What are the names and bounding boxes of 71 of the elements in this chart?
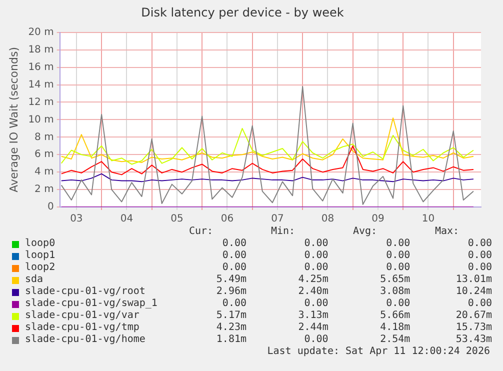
text: Cur:	[188, 226, 214, 238]
text: 5.66m	[379, 310, 410, 322]
legend-label: loop0	[24, 238, 56, 250]
text: 0.00	[303, 298, 328, 310]
text: 4.25m	[297, 274, 328, 286]
text: 15.73m	[454, 322, 492, 334]
legend-label: slade-cpu-01-vg/tmp	[24, 322, 140, 334]
y-tick-label: 6 m	[34, 149, 54, 160]
y-tick-label: 0	[47, 202, 54, 213]
text: 0.00	[221, 262, 247, 274]
legend-label: slade-cpu-01-vg/root	[24, 286, 146, 298]
text: 0.00	[303, 262, 328, 274]
legend-label: slade-cpu-01-vg/var	[24, 310, 140, 322]
text: 0.00	[303, 238, 328, 250]
text: 0.00	[385, 250, 410, 262]
legend-label: loop2	[24, 262, 56, 274]
y-tick-label: 8 m	[34, 132, 54, 143]
text: 2.96m	[215, 286, 247, 298]
text: 2.54m	[379, 334, 410, 346]
legend-label: slade-cpu-01-vg/swap_1	[24, 298, 158, 310]
text: Min:	[270, 226, 296, 238]
y-tick-label: 12 m	[28, 96, 54, 108]
text: 2.44m	[297, 322, 328, 334]
text: 0.00	[466, 262, 492, 274]
x-tick-label: 03	[70, 214, 83, 225]
text: 53.43m	[454, 334, 492, 346]
text: 5.65m	[379, 274, 410, 286]
y-tick-label: 18 m	[28, 44, 54, 56]
text: 0.00	[221, 298, 247, 310]
y-tick-label: 16 m	[28, 62, 54, 73]
x-tick-label: 04	[120, 214, 134, 225]
chart-title: Disk latency per device - by week	[141, 5, 344, 20]
text: Avg:	[352, 226, 378, 238]
x-tick-label: 10	[422, 214, 435, 225]
x-tick-label: 05	[170, 214, 184, 225]
text: 13.01m	[454, 274, 492, 286]
x-tick-label: 09	[372, 214, 384, 225]
text: 0.00	[221, 238, 247, 250]
text: 20.67m	[454, 310, 492, 322]
y-tick-label: 4 m	[34, 166, 54, 178]
legend-label: slade-cpu-01-vg/home	[24, 334, 146, 346]
text: 0.00	[221, 250, 247, 262]
x-tick-label: 07	[271, 214, 284, 225]
text: 4.23m	[215, 322, 247, 334]
text: 0.00	[385, 298, 410, 310]
text: 10.24m	[454, 286, 492, 298]
text: 0.00	[466, 298, 492, 310]
text: Max:	[434, 226, 460, 238]
text: 0.00	[385, 262, 410, 274]
text: 0.00	[303, 250, 328, 262]
y-tick-label: 20 m	[28, 26, 54, 38]
x-tick-label: 08	[321, 214, 334, 225]
text: 4.18m	[379, 322, 410, 334]
y-tick-label: 10 m	[28, 114, 54, 126]
text: 0.00	[466, 238, 492, 250]
text: 0.00	[385, 238, 410, 250]
text: 5.49m	[215, 274, 247, 286]
y-tick-label: 14 m	[28, 79, 54, 90]
legend-label: sda	[24, 274, 44, 286]
text: 2.40m	[297, 286, 328, 298]
x-tick-label: 06	[220, 214, 234, 225]
y-axis-title: Average IO Wait (seconds)	[7, 47, 20, 192]
y-tick-label: 2 m	[34, 184, 54, 196]
text: 3.13m	[297, 310, 328, 322]
text: 0.00	[303, 334, 328, 346]
text: 5.17m	[215, 310, 247, 322]
text: 1.81m	[215, 334, 247, 346]
text: 0.00	[466, 250, 492, 262]
text: Last update: Sat Apr 11 12:00:24 2026	[266, 346, 491, 358]
text: 3.08m	[379, 286, 410, 298]
legend-label: loop1	[24, 250, 56, 262]
